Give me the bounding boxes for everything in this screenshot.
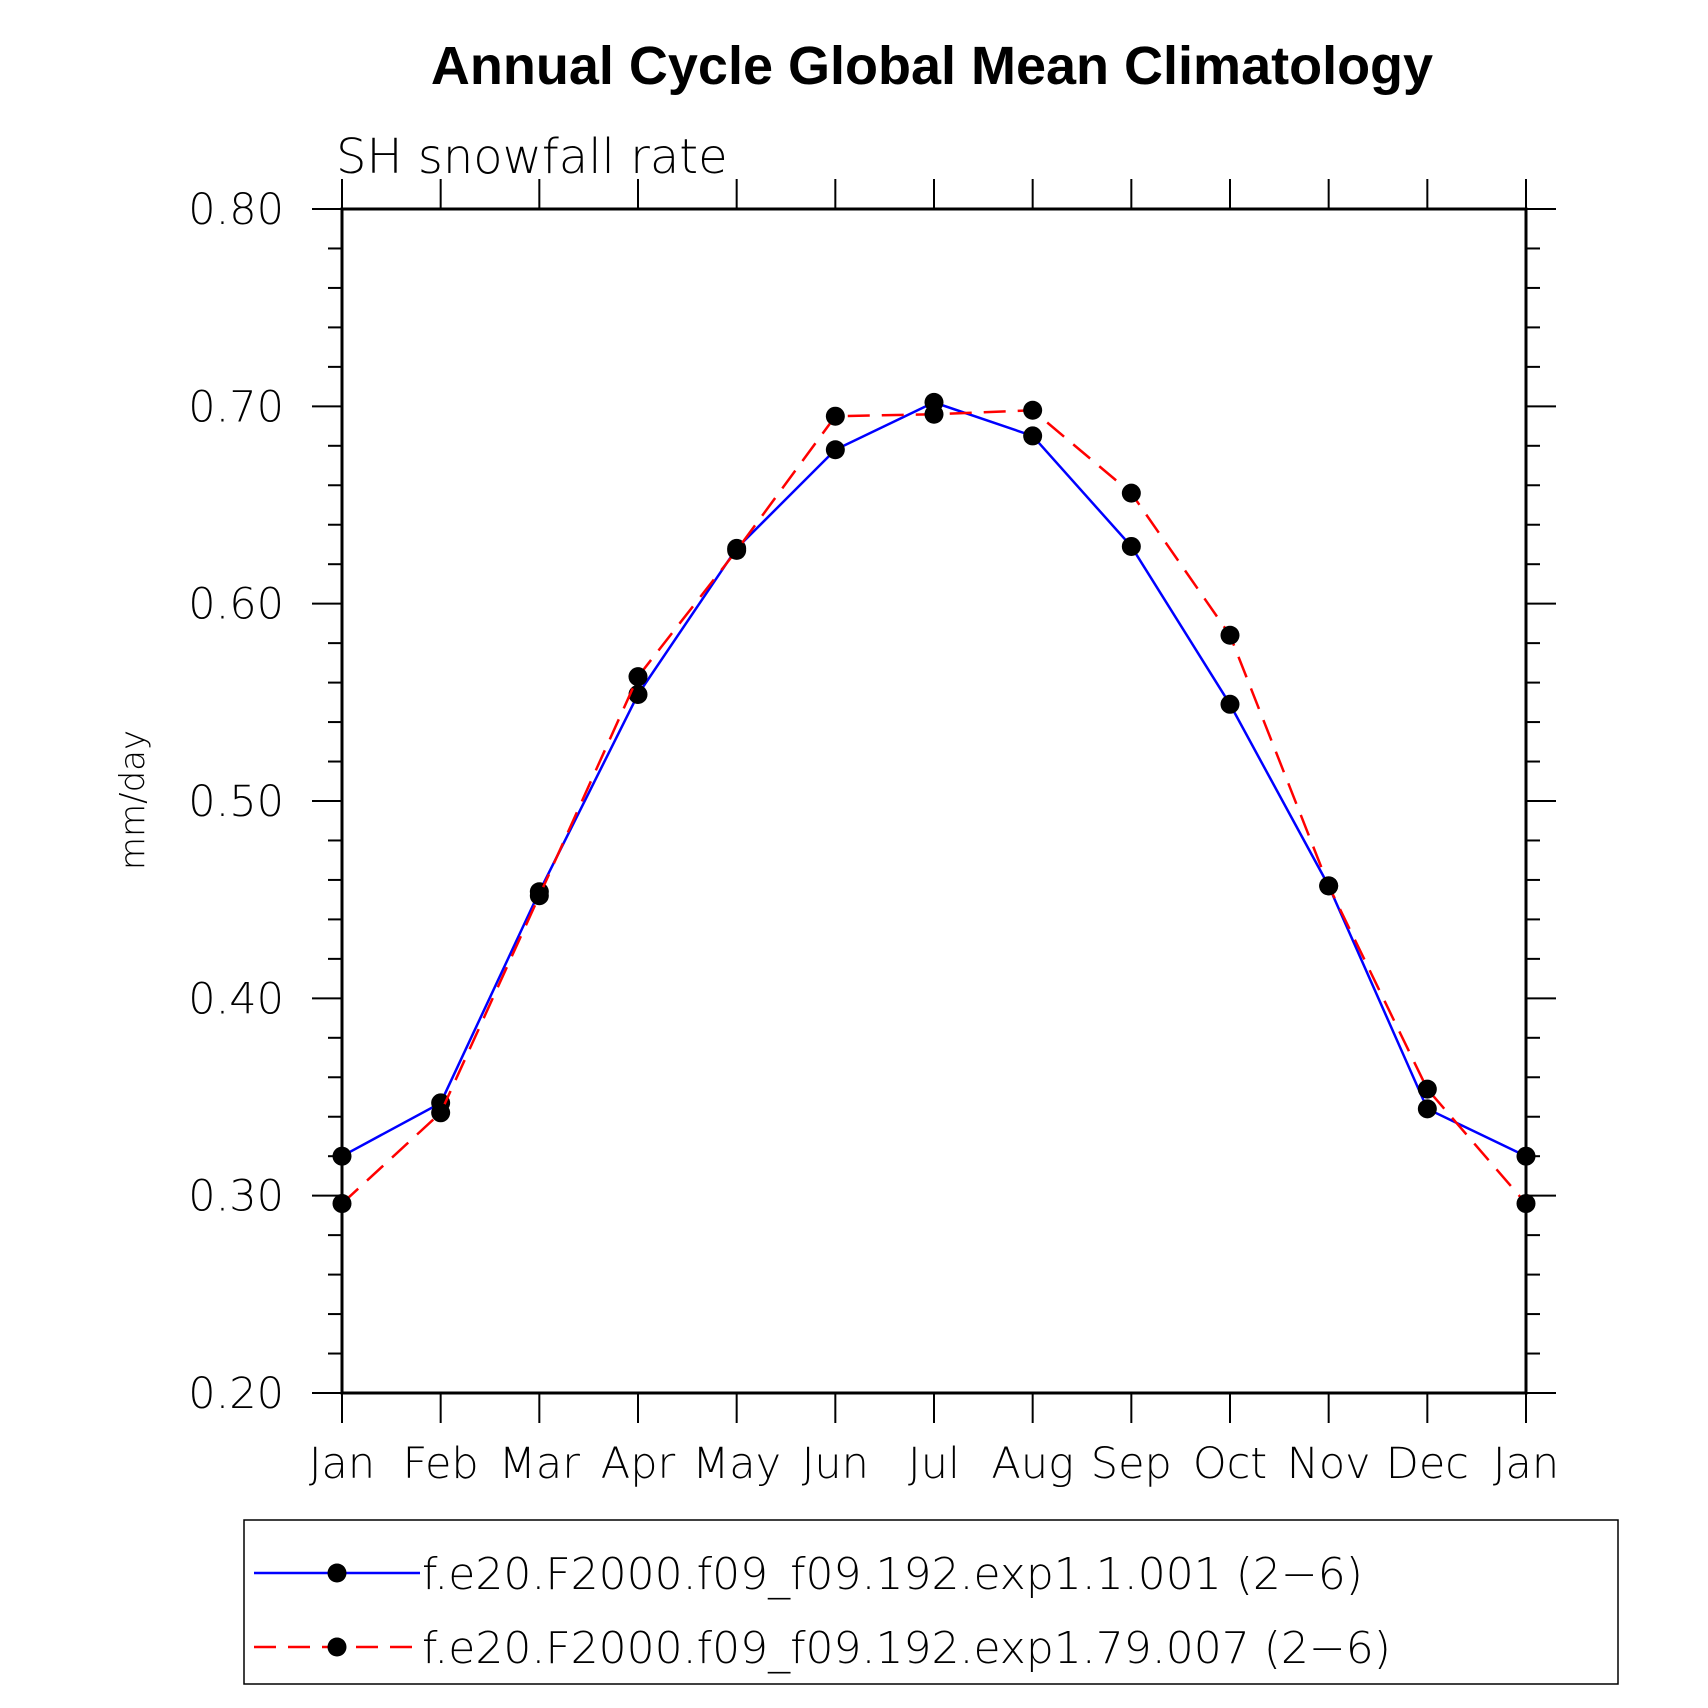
- x-tick-label: Apr: [601, 1439, 676, 1489]
- data-point: [1220, 694, 1240, 714]
- series-1: [332, 392, 1536, 1166]
- x-tick-label: Aug: [991, 1439, 1073, 1489]
- data-point: [727, 540, 747, 560]
- x-tick-label: Sep: [1091, 1439, 1172, 1489]
- x-tick-label: Jan: [1493, 1439, 1559, 1489]
- y-tick-label: 0.20: [188, 1369, 284, 1419]
- data-point: [628, 667, 648, 687]
- x-axis: Jan Feb Mar Apr May Jun Jul Aug Sep Oct Nov Dec Jan: [309, 179, 1559, 1489]
- y-tick-label: 0.30: [188, 1172, 284, 1222]
- data-point: [1319, 876, 1339, 896]
- data-point: [529, 886, 549, 906]
- legend-label: f.e20.F2000.f09_f09.192.exp1.1.001 (2−6): [422, 1549, 1363, 1600]
- y-axis-label: mm/day: [113, 730, 153, 870]
- y-tick-label: 0.40: [188, 974, 284, 1024]
- x-tick-label: Jun: [802, 1439, 869, 1489]
- legend-label: f.e20.F2000.f09_f09.192.exp1.79.007 (2−6…: [422, 1623, 1391, 1674]
- y-tick-label: 0.60: [188, 580, 284, 630]
- y-tick-label: 0.80: [188, 185, 284, 235]
- plot-border: [340, 207, 1528, 1395]
- data-point: [1516, 1146, 1536, 1166]
- data-point: [1023, 400, 1043, 420]
- x-tick-label: Nov: [1287, 1439, 1371, 1489]
- x-tick-label: Oct: [1193, 1439, 1267, 1489]
- data-point: [1220, 625, 1240, 645]
- y-tick-label: 0.70: [188, 382, 284, 432]
- x-tick-label: Feb: [403, 1439, 479, 1489]
- data-point: [332, 1194, 352, 1214]
- legend-marker: [327, 1637, 347, 1657]
- data-point: [1417, 1099, 1437, 1119]
- data-point: [431, 1103, 451, 1123]
- x-tick-label: Jan: [309, 1439, 375, 1489]
- series-2: [332, 400, 1536, 1214]
- data-point: [825, 406, 845, 426]
- legend-marker: [327, 1563, 347, 1583]
- legend: f.e20.F2000.f09_f09.192.exp1.1.001 (2−6)…: [243, 1519, 1619, 1685]
- x-tick-label: Mar: [499, 1439, 580, 1489]
- data-point: [1516, 1194, 1536, 1214]
- data-point: [825, 440, 845, 460]
- chart-title: Annual Cycle Global Mean Climatology: [431, 36, 1433, 96]
- data-point: [1121, 483, 1141, 503]
- chart-subtitle: SH snowfall rate: [336, 129, 728, 185]
- y-axis: 0.20 0.30 0.40 0.50 0.60 0.70 0.80: [188, 185, 1556, 1419]
- series-line: [341, 401, 1527, 1158]
- legend-box: [243, 1519, 1619, 1685]
- series-line: [341, 409, 1527, 1205]
- x-tick-label: Jul: [908, 1439, 960, 1489]
- plot-frame: [340, 207, 1528, 1395]
- y-tick-label: 0.50: [188, 777, 284, 827]
- series-layer: [332, 392, 1536, 1214]
- data-point: [1417, 1079, 1437, 1099]
- data-point: [1023, 426, 1043, 446]
- x-tick-label: Dec: [1386, 1439, 1469, 1489]
- data-point: [1121, 536, 1141, 556]
- data-point: [332, 1146, 352, 1166]
- data-point: [924, 404, 944, 424]
- x-tick-label: May: [692, 1439, 781, 1489]
